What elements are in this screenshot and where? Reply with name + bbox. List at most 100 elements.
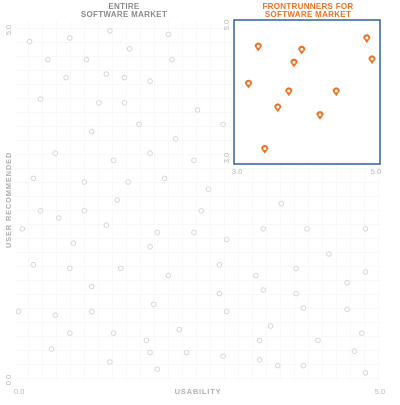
- market-point: [103, 222, 110, 228]
- market-point: [136, 121, 142, 128]
- x-tick-max: 5.0: [375, 387, 385, 396]
- market-point: [30, 175, 37, 182]
- frontrunner-pin-icon: [363, 34, 371, 44]
- market-point: [19, 226, 26, 232]
- market-point: [81, 208, 88, 214]
- market-point: [88, 308, 95, 315]
- market-point: [114, 197, 120, 203]
- frontrunner-pin-icon: [298, 45, 306, 55]
- market-point: [256, 337, 263, 344]
- market-point: [293, 265, 299, 272]
- market-point: [304, 226, 310, 232]
- market-point: [143, 337, 150, 344]
- market-point: [275, 362, 281, 369]
- market-point: [223, 236, 230, 243]
- market-point: [118, 265, 124, 272]
- market-point: [315, 337, 321, 344]
- market-point: [37, 96, 44, 102]
- y-axis-label: USER RECOMMENDED: [4, 152, 13, 248]
- market-point: [154, 366, 161, 373]
- market-point: [169, 56, 175, 63]
- market-point: [37, 208, 44, 214]
- market-point: [52, 312, 59, 319]
- market-point: [198, 208, 204, 214]
- market-point: [107, 28, 113, 34]
- market-point: [344, 306, 350, 313]
- market-point: [172, 136, 179, 142]
- market-point: [81, 179, 88, 185]
- market-point: [96, 100, 102, 106]
- frontrunner-points: [244, 34, 376, 154]
- market-point: [278, 200, 285, 207]
- frontrunners-box: [233, 19, 381, 165]
- market-point: [125, 179, 131, 185]
- market-point: [362, 370, 369, 376]
- market-point: [150, 301, 157, 308]
- market-point: [88, 128, 95, 135]
- y-tick-min: 0.0: [4, 375, 13, 385]
- market-point: [83, 56, 90, 63]
- market-point: [67, 265, 73, 272]
- market-point: [88, 283, 95, 290]
- market-point: [26, 38, 33, 45]
- market-point: [220, 121, 226, 128]
- y-tick-max: 5.0: [4, 25, 13, 35]
- fr-y-tick-min: 3.0: [222, 153, 231, 163]
- market-point: [30, 262, 37, 268]
- market-point: [359, 330, 365, 337]
- market-point: [183, 349, 190, 356]
- market-point: [205, 186, 212, 192]
- market-point: [293, 290, 299, 297]
- market-point: [362, 226, 369, 232]
- market-point: [326, 251, 332, 257]
- frontrunner-pin-icon: [261, 144, 269, 154]
- market-point: [176, 326, 183, 333]
- market-point: [256, 357, 263, 363]
- market-point: [110, 330, 117, 337]
- market-point: [70, 240, 77, 246]
- fr-x-tick-max: 5.0: [371, 167, 381, 176]
- market-point: [216, 262, 223, 268]
- market-point: [165, 272, 172, 279]
- market-point: [154, 229, 161, 236]
- frontrunner-pin-icon: [316, 111, 324, 120]
- market-point: [67, 330, 73, 337]
- fr-x-tick-min: 3.0: [232, 167, 242, 176]
- market-point: [147, 244, 153, 250]
- market-point: [63, 74, 69, 81]
- market-point: [194, 107, 201, 113]
- market-point: [147, 78, 153, 84]
- market-points: [15, 28, 369, 376]
- market-point: [260, 226, 267, 232]
- market-point: [56, 215, 62, 221]
- fr-y-tick-max: 5.0: [222, 20, 231, 30]
- market-point: [253, 272, 259, 279]
- market-point: [107, 359, 113, 365]
- frontrunner-pin-icon: [274, 103, 282, 113]
- market-point: [165, 31, 172, 38]
- market-point: [67, 35, 73, 41]
- entire-market-title-line2: SOFTWARE MARKET: [81, 10, 167, 19]
- market-point: [52, 150, 59, 156]
- market-point: [191, 229, 197, 236]
- entire-market-title-line1: ENTIRE: [108, 2, 139, 11]
- market-point: [126, 46, 133, 52]
- market-point: [161, 175, 168, 182]
- market-point: [344, 280, 350, 286]
- market-point: [121, 100, 128, 106]
- market-point: [147, 349, 153, 356]
- x-axis-label: USABILITY: [175, 387, 222, 396]
- market-point: [216, 290, 223, 297]
- market-point: [300, 362, 307, 369]
- market-point: [45, 56, 51, 63]
- market-point: [267, 323, 274, 329]
- frontrunners-title-line1: FRONTRUNNERS FOR: [262, 2, 353, 11]
- market-point: [351, 348, 358, 355]
- market-point: [223, 308, 230, 315]
- market-point: [220, 353, 226, 360]
- market-point: [260, 287, 267, 293]
- market-point: [121, 74, 128, 81]
- frontrunner-pin-icon: [285, 87, 293, 97]
